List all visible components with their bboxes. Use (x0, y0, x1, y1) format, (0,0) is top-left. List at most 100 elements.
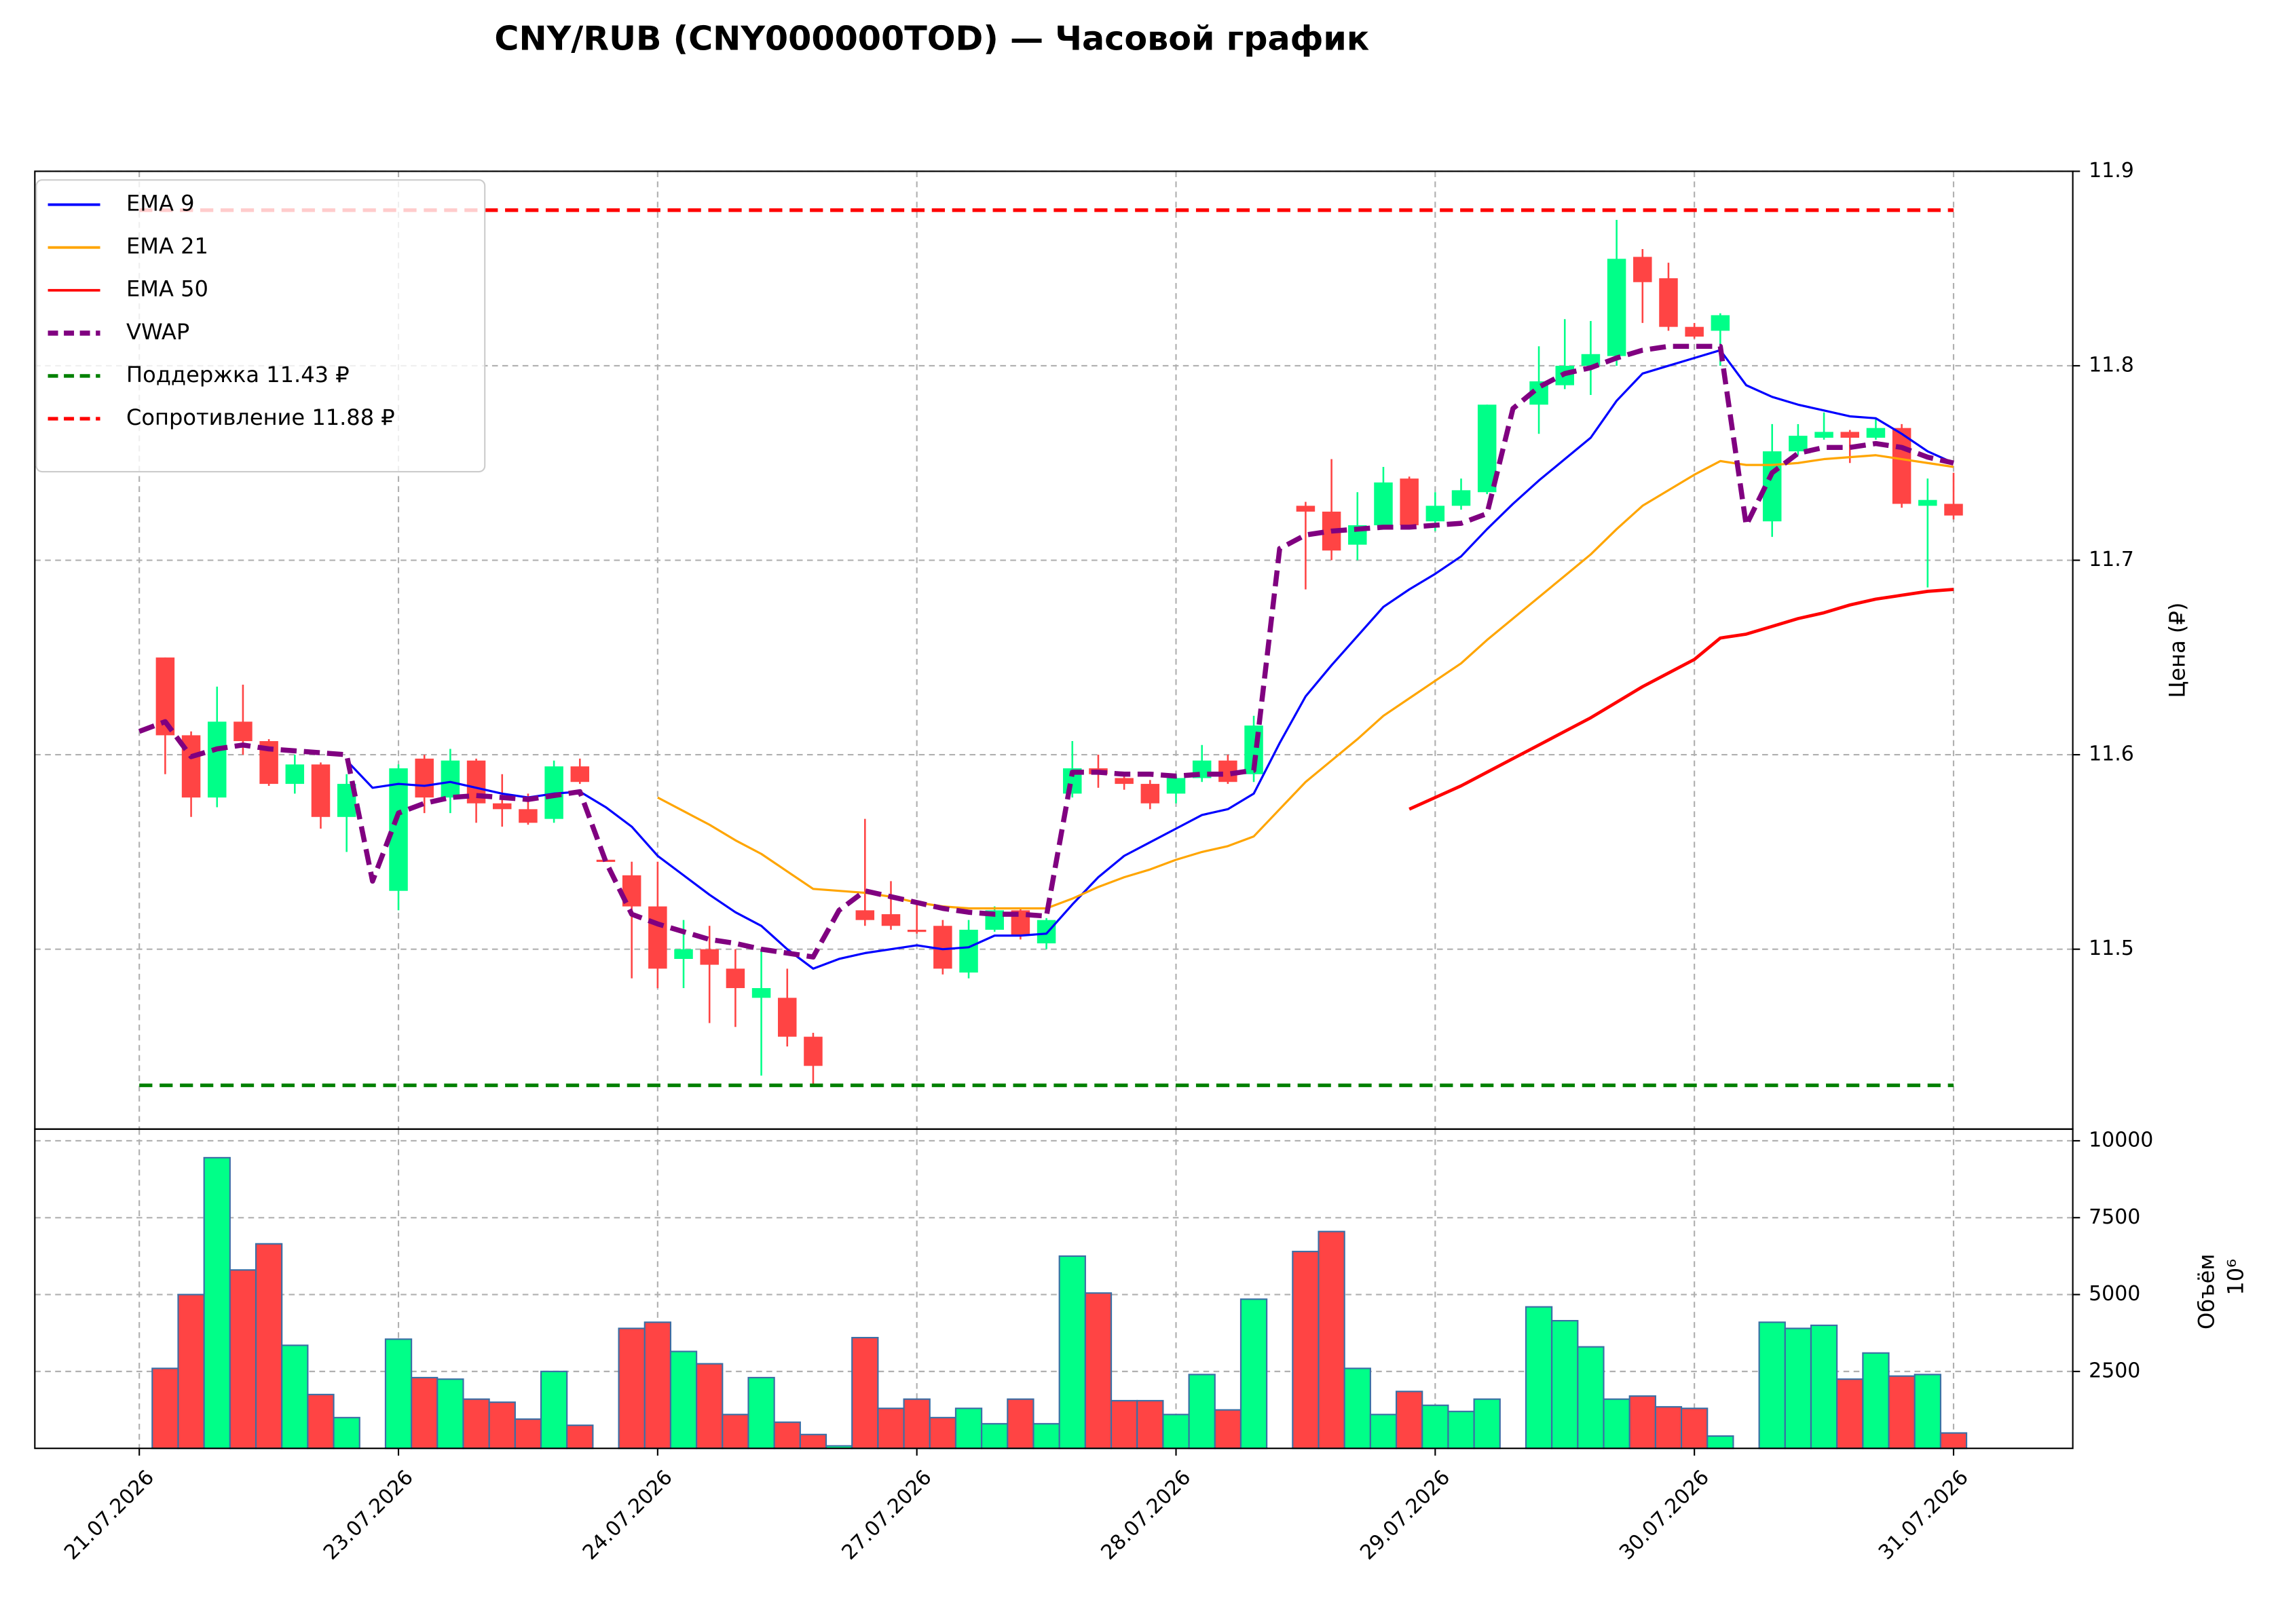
legend-label: EMA 50 (126, 276, 208, 302)
volume-bar (281, 1344, 309, 1450)
volume-bar (1577, 1346, 1605, 1450)
volume-bar (1421, 1404, 1449, 1450)
candle-body (648, 906, 667, 969)
y-tick-label: 11.5 (2089, 937, 2134, 960)
volume-y-tick-label: 7500 (2089, 1205, 2140, 1229)
candle-body (1711, 315, 1730, 331)
candle-body (415, 758, 434, 798)
indicator-line (1408, 588, 1954, 811)
candle-body (881, 914, 901, 926)
candle-body (1425, 506, 1445, 522)
chart-title: CNY/RUB (CNY000000TOD) — Часовой график (494, 18, 1369, 58)
volume-bar (229, 1269, 257, 1450)
candle-body (1633, 257, 1652, 282)
volume-bar (669, 1351, 698, 1450)
volume-y-tick-label: 2500 (2089, 1359, 2140, 1382)
volume-y-tick-label: 10000 (2089, 1128, 2153, 1152)
volume-bar (177, 1293, 205, 1450)
volume-bar (618, 1327, 646, 1450)
legend-label: Поддержка 11.43 ₽ (126, 362, 350, 388)
volume-bar (1862, 1352, 1890, 1450)
volume-bar (1654, 1405, 1683, 1450)
volume-bar (747, 1376, 775, 1450)
volume-bar (903, 1398, 931, 1450)
y-tick-label: 11.8 (2089, 353, 2134, 377)
volume-bar (1395, 1391, 1423, 1450)
volume-bar (1136, 1399, 1164, 1450)
volume-bar (722, 1414, 749, 1450)
legend: EMA 9 EMA 21 EMA 50 VWAP Поддержка 11.43 ₽ Со… (35, 179, 486, 473)
volume-bar (877, 1408, 905, 1450)
volume-frame (34, 1128, 2074, 1450)
candle-body (1400, 478, 1419, 525)
candle-body (1296, 506, 1316, 512)
candle-body (1892, 428, 1911, 504)
legend-box (35, 179, 486, 473)
candle-body (1166, 778, 1186, 794)
candle-body (1762, 451, 1782, 522)
volume-bar (1758, 1321, 1786, 1450)
volume-bar (1914, 1374, 1941, 1450)
candle-body (1814, 432, 1833, 438)
candle-body (1789, 436, 1808, 452)
candle-body (1607, 259, 1626, 356)
volume-bar (514, 1418, 542, 1450)
volume-bar (1058, 1255, 1086, 1450)
volume-bar (643, 1321, 672, 1450)
volume-axis-label: Объём (2193, 1253, 2219, 1329)
volume-bar (954, 1408, 983, 1450)
volume-bar (1784, 1327, 1812, 1450)
y-tick-label: 11.7 (2089, 548, 2134, 571)
candle-body (441, 760, 460, 798)
volume-bar (1939, 1432, 1968, 1450)
volume-bar (1447, 1410, 1475, 1450)
volume-bar (1214, 1409, 1242, 1450)
volume-bar (981, 1422, 1009, 1450)
volume-bar (1836, 1378, 1864, 1450)
volume-bar (462, 1398, 490, 1450)
volume-bar (1084, 1292, 1113, 1450)
legend-label: VWAP (126, 319, 189, 345)
candle-body (1659, 278, 1678, 327)
candle-body (700, 949, 719, 965)
candle-body (493, 803, 512, 810)
volume-bar (411, 1376, 439, 1450)
candle-body (855, 910, 875, 920)
volume-bar (384, 1338, 413, 1450)
volume-bar (151, 1367, 179, 1450)
plot-layer: 11.511.611.711.811.92500500075001000021.… (34, 159, 2153, 1564)
volume-bar (1551, 1320, 1579, 1450)
volume-y-tick-label: 5000 (2089, 1282, 2140, 1306)
candle-body (674, 949, 693, 959)
volume-bar (1603, 1398, 1630, 1450)
volume-bar (1318, 1230, 1345, 1450)
candle-body (1477, 404, 1497, 493)
candle-body (1115, 778, 1134, 785)
candle-body (1140, 784, 1160, 804)
volume-bar (333, 1416, 360, 1450)
candle-body (285, 764, 305, 785)
volume-bar (488, 1401, 516, 1450)
volume-bar (436, 1378, 464, 1450)
volume-bar (566, 1424, 594, 1450)
volume-bar (1369, 1414, 1398, 1450)
candle-body (959, 930, 978, 973)
legend-label: EMA 9 (126, 191, 194, 216)
candle-body (1581, 354, 1601, 366)
candle-body (726, 968, 745, 988)
indicator-line (346, 349, 1954, 970)
candle-body (1037, 920, 1056, 944)
candle-body (207, 721, 227, 798)
candle-body (1840, 432, 1859, 438)
volume-bar (799, 1433, 827, 1450)
volume-bar (1628, 1395, 1656, 1450)
indicator-line (138, 343, 1954, 960)
candle-body (751, 987, 771, 998)
candle-body (1866, 428, 1886, 438)
volume-bar (540, 1370, 568, 1450)
volume-bar (255, 1243, 283, 1450)
volume-bar (1706, 1435, 1734, 1450)
